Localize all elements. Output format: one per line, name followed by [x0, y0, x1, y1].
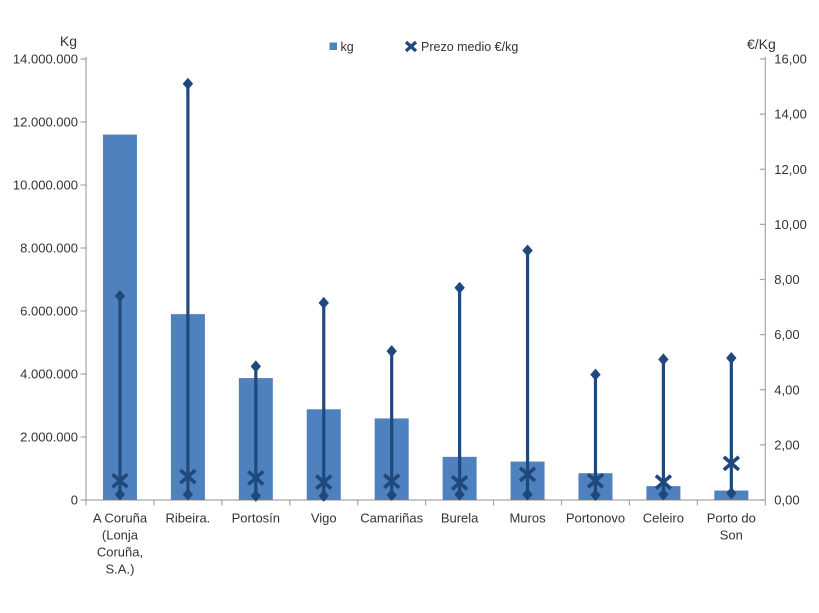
- legend-kg-swatch-icon: [329, 42, 337, 50]
- right-axis-tick-label: 2,00: [774, 437, 799, 452]
- right-axis-tick-label: 12,00: [774, 162, 807, 177]
- right-axis-tick-label: 16,00: [774, 52, 807, 67]
- category-label: (Lonja: [102, 528, 139, 543]
- prezo-medio-x-marker: [383, 473, 401, 490]
- price-max-diamond-marker: [386, 345, 397, 358]
- left-axis-tick-label: 2.000.000: [20, 430, 78, 445]
- prezo-medio-x-marker: [586, 472, 605, 489]
- left-axis-tick-label: 6.000.000: [20, 304, 78, 319]
- right-axis-title: €/Kg: [747, 36, 776, 52]
- price-min-diamond-marker: [658, 488, 669, 501]
- price-min-diamond-marker: [182, 488, 194, 501]
- right-axis-tick-label: 4,00: [774, 382, 799, 397]
- price-max-diamond-marker: [590, 368, 601, 381]
- prezo-medio-x-marker: [654, 474, 673, 490]
- prezo-medio-x-marker: [179, 468, 197, 485]
- right-axis-tick-label: 0,00: [774, 493, 799, 508]
- price-min-diamond-marker: [386, 489, 397, 502]
- prezo-medio-x-marker: [450, 475, 469, 491]
- price-max-diamond-marker: [250, 360, 262, 373]
- category-label: Celeiro: [643, 511, 684, 526]
- right-axis-tick-label: 8,00: [774, 272, 799, 287]
- right-axis-tick-label: 6,00: [774, 327, 799, 342]
- price-max-diamond-marker: [182, 77, 194, 90]
- legend-kg-label: kg: [341, 40, 354, 54]
- left-axis-tick-label: 8.000.000: [20, 241, 78, 256]
- left-axis-tick-label: 0: [71, 493, 78, 508]
- price-min-diamond-marker: [726, 487, 737, 500]
- right-axis-tick-label: 10,00: [774, 217, 807, 232]
- category-label: Ribeira.: [165, 511, 210, 526]
- prezo-medio-x-marker: [315, 474, 333, 490]
- left-axis-tick-label: 10.000.000: [13, 178, 78, 193]
- left-axis-title: Kg: [60, 33, 77, 49]
- left-axis-tick-label: 14.000.000: [13, 52, 78, 67]
- legend-prezo-medio-label: Prezo medio €/kg: [421, 40, 518, 54]
- price-min-diamond-marker: [454, 488, 465, 501]
- chart-legend: kg Prezo medio €/kg: [329, 40, 518, 54]
- category-label: S.A.): [106, 562, 135, 577]
- price-max-diamond-marker: [454, 281, 465, 294]
- price-min-diamond-marker: [318, 489, 329, 502]
- price-max-diamond-marker: [658, 353, 669, 366]
- price-max-diamond-marker: [726, 352, 737, 365]
- category-label: Vigo: [311, 511, 337, 526]
- legend-x-marker-icon: [404, 40, 418, 53]
- left-axis-tick-label: 4.000.000: [20, 367, 78, 382]
- price-min-diamond-marker: [590, 489, 601, 502]
- category-label: Son: [720, 528, 743, 543]
- category-label: Muros: [509, 511, 546, 526]
- price-max-diamond-marker: [522, 244, 533, 257]
- category-label: Portonovo: [566, 511, 625, 526]
- category-label: Porto do: [707, 511, 756, 526]
- prezo-medio-x-marker: [722, 455, 741, 472]
- category-label: Camariñas: [360, 511, 423, 526]
- category-label: Coruña,: [97, 545, 143, 560]
- category-label: Burela: [441, 511, 479, 526]
- right-axis-tick-label: 14,00: [774, 107, 807, 122]
- price-min-diamond-marker: [250, 489, 262, 502]
- left-axis-tick-label: 12.000.000: [13, 115, 78, 130]
- category-label: A Coruña: [93, 511, 148, 526]
- category-label: Portosín: [232, 511, 280, 526]
- prezo-medio-x-marker: [518, 466, 537, 483]
- price-max-diamond-marker: [114, 290, 126, 303]
- price-min-diamond-marker: [522, 488, 533, 501]
- price-max-diamond-marker: [318, 296, 329, 309]
- price-min-diamond-marker: [114, 488, 126, 501]
- prezo-medio-x-marker: [111, 472, 129, 489]
- plot-area: 0 2.000.000 4.000.000 6.000.000 8.000.000 10.…: [13, 52, 807, 577]
- prezo-medio-x-marker: [247, 470, 265, 486]
